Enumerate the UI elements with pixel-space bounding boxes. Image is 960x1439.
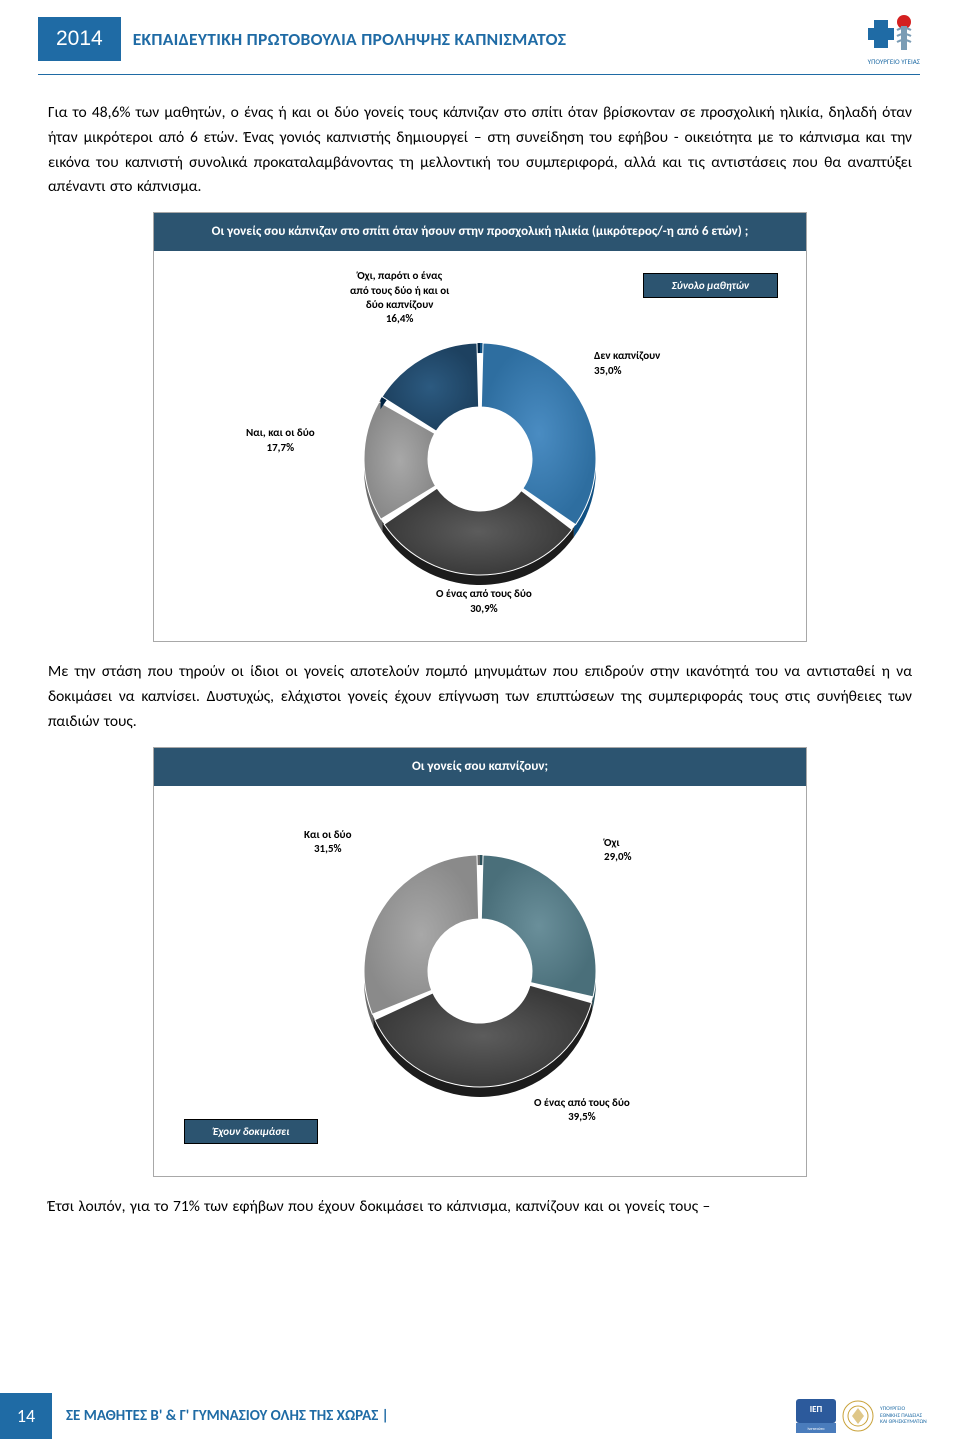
chart-2-container: Οι γονείς σου καπνίζουν; Όχι29,0% Ο ένας … <box>153 747 807 1177</box>
footer-text: ΣΕ ΜΑΘΗΤΕΣ Β' & Γ' ΓΥΜΝΑΣΙΟΥ ΟΛΗΣ ΤΗΣ ΧΩ… <box>66 1407 796 1425</box>
logo-caption: ΥΠΟΥΡΓΕΙΟ ΥΓΕΙΑΣ <box>868 57 920 66</box>
svg-text:Ινστιτούτο: Ινστιτούτο <box>808 1427 825 1432</box>
ministry-health-logo-icon <box>868 12 918 56</box>
paragraph-3: Έτσι λοιπόν, για το 71% των εφήβων που έ… <box>48 1195 912 1220</box>
page-content: Για το 48,6% των μαθητών, ο ένας ή και ο… <box>0 75 960 1219</box>
chart-slice-label: Και οι δύο31,5% <box>304 828 352 857</box>
chart-1-title: Οι γονείς σου κάπνιζαν στο σπίτι όταν ήσ… <box>154 213 806 251</box>
chart-2-legend: Έχουν δοκιμάσει <box>184 1119 318 1144</box>
footer-logos: ΙΕΠ Ινστιτούτο ΥΠΟΥΡΓΕΙΟΕΘΝΙΚΗΣ ΠΑΙΔΕΙΑΣ… <box>796 1399 960 1433</box>
chart-slice-label: Ο ένας από τους δύο30,9% <box>436 587 532 616</box>
chart-2-body: Όχι29,0% Ο ένας από τους δύο39,5% Και οι δ… <box>154 786 806 1164</box>
paragraph-2: Με την στάση που τηρούν οι ίδιοι οι γονε… <box>48 660 912 734</box>
chart-slice-label: Δεν καπνίζουν35,0% <box>594 349 660 378</box>
chart-slice-label: Όχι, παρότι ο έναςαπό τους δύο ή και οιδ… <box>350 269 449 326</box>
chart-1-container: Οι γονείς σου κάπνιζαν στο σπίτι όταν ήσ… <box>153 212 807 642</box>
paragraph-1: Για το 48,6% των μαθητών, ο ένας ή και ο… <box>48 101 912 200</box>
chart-1-legend: Σύνολο μαθητών <box>643 273 778 298</box>
page-number: 14 <box>0 1393 52 1439</box>
chart-2-title: Οι γονείς σου καπνίζουν; <box>154 748 806 786</box>
page-header: 2014 ΕΚΠΑΙΔΕΥΤΙΚΗ ΠΡΩΤΟΒΟΥΛΙΑ ΠΡΟΛΗΨΗΣ Κ… <box>0 0 960 74</box>
chart-slice-label: Ναι, και οι δύο17,7% <box>246 426 315 455</box>
svg-text:ΙΕΠ: ΙΕΠ <box>810 1404 823 1415</box>
chart-slice-label: Ο ένας από τους δύο39,5% <box>534 1096 630 1125</box>
page-footer: 14 ΣΕ ΜΑΘΗΤΕΣ Β' & Γ' ΓΥΜΝΑΣΙΟΥ ΟΛΗΣ ΤΗΣ… <box>0 1393 960 1439</box>
header-title: ΕΚΠΑΙΔΕΥΤΙΚΗ ΠΡΩΤΟΒΟΥΛΙΑ ΠΡΟΛΗΨΗΣ ΚΑΠΝΙΣ… <box>133 28 868 50</box>
year-badge: 2014 <box>38 17 121 61</box>
header-logo-block: ΥΠΟΥΡΓΕΙΟ ΥΓΕΙΑΣ <box>868 12 920 66</box>
iep-logo-icon: ΙΕΠ Ινστιτούτο <box>796 1399 836 1433</box>
chart-1-donut <box>350 329 610 594</box>
ministry-text-icon: ΥΠΟΥΡΓΕΙΟΕΘΝΙΚΗΣ ΠΑΙΔΕΙΑΣΚΑΙ ΘΡΗΣΚΕΥΜΑΤΩ… <box>880 1406 942 1426</box>
chart-1-body: Σύνολο μαθητών Δεν καπνίζουν35,0% Ο ένας … <box>154 251 806 621</box>
seal-logo-icon <box>842 1400 874 1432</box>
chart-2-donut <box>350 841 610 1106</box>
chart-slice-label: Όχι29,0% <box>604 836 632 865</box>
